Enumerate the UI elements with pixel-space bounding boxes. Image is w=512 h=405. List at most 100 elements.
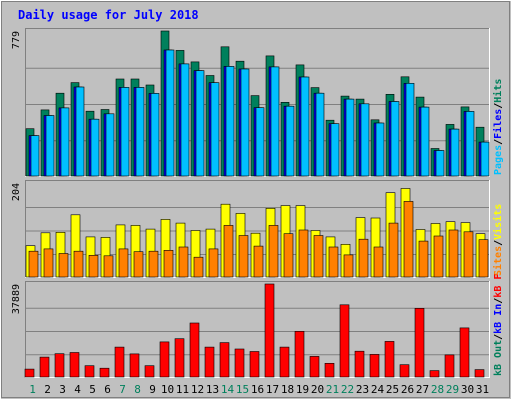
bar-sites-day-26 bbox=[403, 201, 414, 278]
bar-sites-day-2 bbox=[43, 248, 54, 278]
bar-kb-f-day-27 bbox=[414, 307, 425, 378]
bar-sites-day-30 bbox=[463, 231, 474, 278]
bar-sites-day-15 bbox=[238, 235, 249, 278]
day-label: 20 bbox=[311, 383, 324, 396]
bar-pages-day-17 bbox=[270, 66, 280, 177]
bar-pages-day-10 bbox=[165, 49, 175, 177]
bar-kb-f-day-9 bbox=[144, 365, 155, 378]
panel-visits: 204 Sites/Visits bbox=[11, 180, 504, 278]
bar-pages-day-6 bbox=[105, 113, 115, 177]
legend-entry: Files bbox=[492, 109, 504, 139]
panel-hits-legend: Pages/Files/Hits bbox=[492, 79, 504, 175]
bar-kb-f-day-22 bbox=[339, 304, 350, 378]
bar-pages-day-5 bbox=[90, 118, 100, 177]
bar-kb-f-day-25 bbox=[384, 341, 395, 378]
bar-pages-day-20 bbox=[315, 92, 325, 177]
bar-kb-f-day-31 bbox=[474, 369, 485, 378]
day-label: 23 bbox=[356, 383, 369, 396]
bar-kb-f-day-4 bbox=[69, 352, 80, 378]
bar-pages-day-12 bbox=[195, 70, 205, 177]
bar-kb-f-day-14 bbox=[219, 342, 230, 378]
bar-kb-f-day-16 bbox=[249, 351, 260, 378]
bar-pages-day-19 bbox=[300, 76, 310, 177]
bar-pages-day-1 bbox=[30, 135, 40, 177]
bar-kb-f-day-12 bbox=[189, 322, 200, 378]
bar-pages-day-30 bbox=[465, 111, 475, 177]
bar-sites-day-24 bbox=[373, 246, 384, 278]
panel-hits: 779 Pages/Files/Hits bbox=[11, 28, 504, 177]
bar-pages-day-15 bbox=[240, 68, 250, 177]
bar-sites-day-10 bbox=[163, 250, 174, 278]
bar-sites-day-31 bbox=[478, 239, 489, 278]
day-label: 21 bbox=[326, 383, 339, 396]
bar-pages-day-29 bbox=[450, 128, 460, 177]
bar-sites-day-14 bbox=[223, 225, 234, 278]
bar-pages-day-14 bbox=[225, 66, 235, 177]
bar-kb-f-day-21 bbox=[324, 362, 335, 378]
bar-sites-day-3 bbox=[58, 253, 69, 278]
bar-kb-f-day-13 bbox=[204, 346, 215, 378]
bar-pages-day-26 bbox=[405, 83, 415, 177]
legend-entry: kB Out bbox=[493, 340, 504, 376]
chart-frame-dark bbox=[1, 1, 510, 398]
bar-sites-day-12 bbox=[193, 256, 204, 278]
bar-pages-day-11 bbox=[180, 63, 190, 177]
bar-kb-f-day-7 bbox=[114, 346, 125, 378]
bar-kb-f-day-1 bbox=[24, 368, 35, 378]
bar-pages-day-3 bbox=[60, 107, 70, 177]
bar-sites-day-23 bbox=[358, 238, 369, 278]
day-label: 13 bbox=[206, 383, 219, 396]
bar-kb-f-day-30 bbox=[459, 327, 470, 378]
legend-entry: Hits bbox=[492, 79, 504, 103]
bar-kb-f-day-10 bbox=[159, 341, 170, 378]
day-label: 31 bbox=[476, 383, 489, 396]
legend-entry: Visits bbox=[492, 204, 504, 240]
bar-kb-f-day-17 bbox=[264, 283, 275, 378]
bar-pages-day-24 bbox=[375, 122, 385, 177]
day-label: 7 bbox=[119, 383, 126, 396]
bar-kb-f-day-8 bbox=[129, 353, 140, 378]
bar-pages-day-22 bbox=[345, 98, 355, 177]
day-label: 24 bbox=[371, 383, 385, 396]
bar-sites-day-6 bbox=[103, 255, 114, 278]
bar-sites-day-7 bbox=[118, 248, 129, 278]
panel-hits-max-label: 779 bbox=[11, 31, 22, 49]
bar-pages-day-28 bbox=[435, 150, 445, 177]
bar-sites-day-21 bbox=[328, 246, 339, 278]
bar-pages-day-21 bbox=[330, 123, 340, 177]
bar-pages-day-8 bbox=[135, 87, 145, 177]
legend-entry: Sites bbox=[492, 246, 504, 276]
legend-separator: / bbox=[493, 240, 504, 246]
bar-kb-f-day-26 bbox=[399, 364, 410, 378]
legend-entry: kB In bbox=[493, 304, 504, 334]
day-label: 2 bbox=[44, 383, 51, 396]
bar-kb-f-day-28 bbox=[429, 370, 440, 378]
legend-entry: Pages bbox=[493, 145, 504, 175]
day-labels: 1 2 3 4 5 6 7 8 9 10 11 12 13 14 15 16 17 18 19 20 21 22 23 24 2… bbox=[29, 383, 489, 396]
bar-sites-day-28 bbox=[433, 235, 444, 278]
day-label: 10 bbox=[161, 383, 174, 396]
bar-kb-f-day-20 bbox=[309, 356, 320, 378]
bar-pages-day-9 bbox=[150, 93, 160, 177]
day-label: 15 bbox=[236, 383, 249, 396]
day-label: 14 bbox=[221, 383, 235, 396]
legend-separator: / bbox=[493, 334, 504, 340]
bar-sites-day-4 bbox=[73, 250, 84, 278]
legend-entry: kB F bbox=[493, 274, 504, 298]
panel-kbytes-max-label: 37889 bbox=[11, 284, 22, 314]
bar-sites-day-27 bbox=[418, 240, 429, 278]
day-label: 18 bbox=[281, 383, 294, 396]
day-label: 19 bbox=[296, 383, 309, 396]
day-label: 12 bbox=[191, 383, 204, 396]
bar-sites-day-13 bbox=[208, 248, 219, 278]
bar-pages-day-16 bbox=[255, 107, 265, 177]
day-label: 3 bbox=[59, 383, 66, 396]
day-label: 22 bbox=[341, 383, 354, 396]
day-label: 4 bbox=[74, 383, 81, 396]
bar-sites-day-16 bbox=[253, 245, 264, 278]
day-label: 5 bbox=[89, 383, 96, 396]
panel-visits-legend: Sites/Visits bbox=[492, 204, 504, 276]
